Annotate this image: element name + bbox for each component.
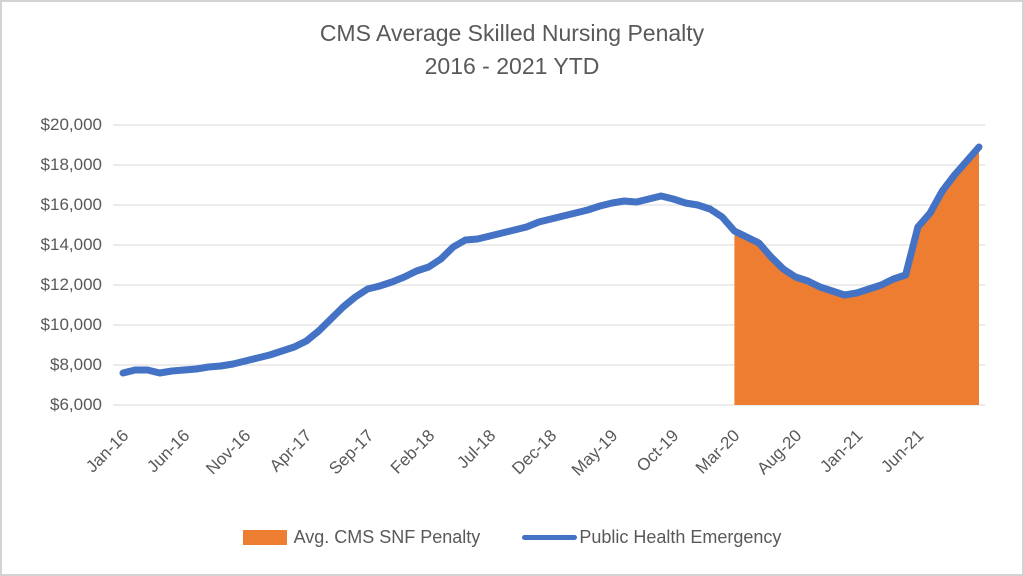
legend: Avg. CMS SNF Penalty Public Health Emerg… [2, 521, 1022, 553]
area-swatch-icon [242, 529, 287, 545]
y-axis-tick-label: $14,000 [40, 235, 102, 254]
legend-item-phe: Public Health Emergency [522, 527, 781, 548]
y-axis-tick-label: $12,000 [40, 275, 102, 294]
y-axis-tick-label: $6,000 [50, 395, 102, 414]
legend-item-penalty: Avg. CMS SNF Penalty [242, 526, 481, 548]
y-axis-tick-label: $10,000 [40, 315, 102, 334]
chart-title-line2: 2016 - 2021 YTD [424, 53, 600, 79]
y-axis-tick-label: $16,000 [40, 195, 102, 214]
y-axis-tick-label: $8,000 [50, 355, 102, 374]
legend-label-phe: Public Health Emergency [579, 526, 782, 547]
y-axis-tick-label: $20,000 [40, 115, 102, 134]
y-axis-tick-label: $18,000 [40, 155, 102, 174]
line-series-penalty [119, 143, 983, 377]
line-swatch-icon [522, 534, 578, 540]
area-series-penalty [734, 147, 979, 405]
legend-label-penalty: Avg. CMS SNF Penalty [293, 526, 481, 547]
chart-title: CMS Average Skilled Nursing Penalty 2016… [2, 17, 1022, 83]
chart-title-line1: CMS Average Skilled Nursing Penalty [319, 20, 705, 46]
